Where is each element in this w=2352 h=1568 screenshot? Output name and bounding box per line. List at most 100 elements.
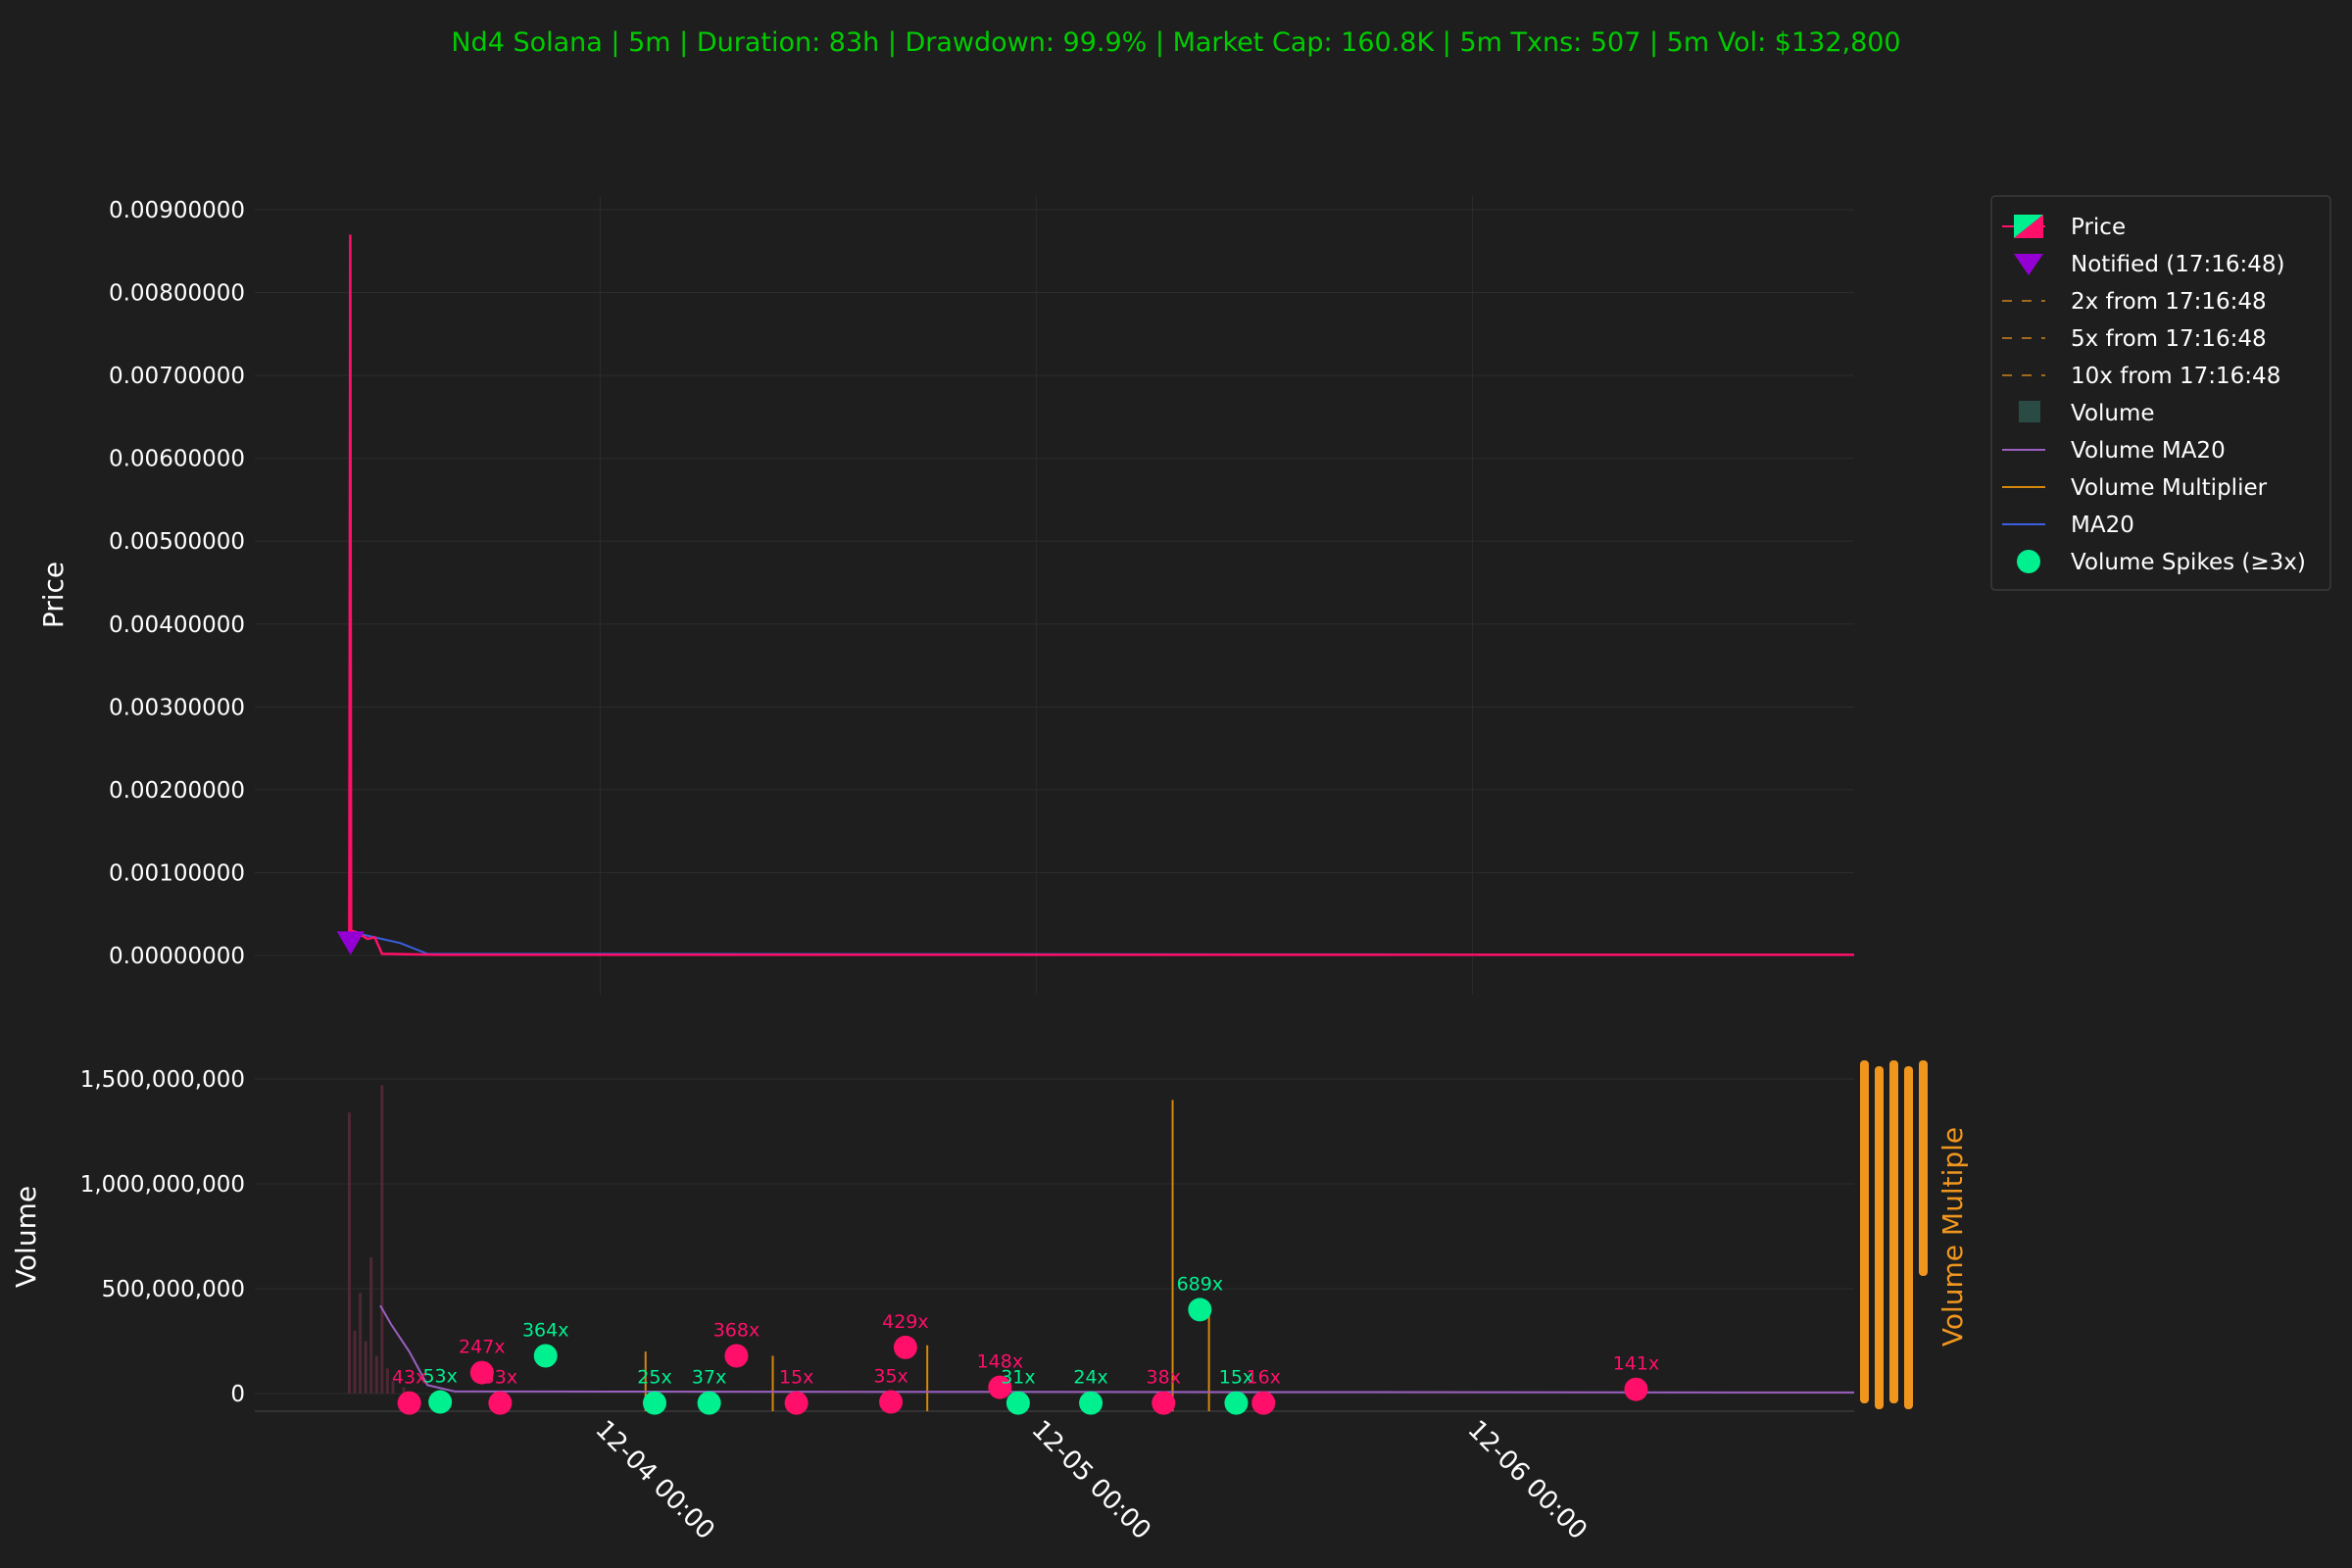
volume-bar (380, 1085, 384, 1394)
price-tick-label: 0.00800000 (109, 281, 245, 307)
volume-bar (369, 1256, 373, 1394)
volume-spike-dot (724, 1344, 749, 1368)
price-tick-label: 0.00400000 (109, 612, 245, 638)
legend: Price Notified (17:16:48) 2x from 17:16:48… (1990, 195, 2331, 591)
volume-spike-label: 15x (1219, 1367, 1253, 1389)
volume-grid (255, 1078, 1854, 1412)
legend-entry-label: 10x from 17:16:48 (2071, 364, 2280, 389)
volume-bar (391, 1381, 395, 1394)
volume-spike-dot (1152, 1391, 1176, 1415)
legend-square-swatch (2019, 401, 2040, 422)
volume-spike-label: 37x (692, 1367, 726, 1389)
legend-triangle-swatch (2014, 254, 2043, 275)
volume-ma20-line (379, 1304, 1855, 1394)
volume-multiplier-lines (644, 1100, 1210, 1411)
volume-spike-dot (1624, 1377, 1648, 1401)
volume-spike-label: 15x (779, 1367, 813, 1389)
price-tick-label: 0.00000000 (109, 944, 245, 969)
volume-spike-label: 429x (882, 1311, 929, 1333)
price-tick-label: 0.00500000 (109, 529, 245, 555)
volume-spike-dot (533, 1344, 558, 1368)
volume-multiple-axis-label: Volume Multiple (1936, 1127, 1969, 1347)
legend-dot-swatch (2017, 550, 2040, 573)
volume-spike-label: 33x (483, 1367, 517, 1389)
legend-entry-label: Volume (2071, 401, 2155, 426)
multiple-axis-tick-stack (1875, 1066, 1884, 1409)
notified-marker (336, 931, 365, 956)
volume-spike-dot (1224, 1391, 1249, 1415)
legend-entry-label: Volume Spikes (≥3x) (2071, 550, 2306, 575)
price-tick-label: 0.00700000 (109, 364, 245, 389)
volume-bar (347, 1112, 351, 1394)
legend-entry-label: MA20 (2071, 513, 2134, 538)
volume-bar (353, 1330, 357, 1394)
volume-spike-dot (1079, 1391, 1103, 1415)
volume-spike-dot (397, 1391, 421, 1415)
volume-tick-label: 0 (230, 1382, 245, 1407)
volume-spike-dot (697, 1391, 721, 1415)
volume-spike-dot (988, 1375, 1012, 1399)
volume-bar (359, 1293, 363, 1394)
price-axis-label: Price (37, 562, 70, 628)
volume-bar (402, 1387, 406, 1394)
price-tick-label: 0.00900000 (109, 198, 245, 223)
volume-spike-dot (879, 1390, 904, 1414)
price-grid (255, 196, 1854, 995)
volume-spike-label: 368x (713, 1319, 760, 1341)
price-line (348, 234, 1854, 956)
volume-tick-label: 500,000,000 (102, 1277, 245, 1302)
volume-axis-label: Volume (10, 1186, 42, 1288)
legend-entry-label: Volume Multiplier (2071, 475, 2268, 501)
legend-price-down-swatch (2014, 215, 2043, 238)
volume-spike-dot (893, 1335, 917, 1359)
volume-axis-ticks: 0 500,000,000 1,000,000,000 1,500,000,000 (80, 1067, 245, 1407)
volume-spike-label: 247x (459, 1337, 506, 1358)
volume-spike-label: 31x (1001, 1367, 1035, 1389)
volume-spike-label: 53x (422, 1366, 457, 1388)
volume-spike-label: 689x (1177, 1273, 1224, 1295)
multiple-axis-tick-stack (1919, 1060, 1928, 1276)
volume-spike-label: 16x (1247, 1367, 1281, 1389)
volume-spike-label: 148x (977, 1351, 1024, 1373)
chart-title: Nd4 Solana | 5m | Duration: 83h | Drawdo… (451, 27, 1900, 58)
volume-bar (374, 1355, 378, 1394)
legend-entry-label: 2x from 17:16:48 (2071, 289, 2267, 315)
volume-spike-dot (469, 1360, 494, 1385)
price-tick-label: 0.00300000 (109, 695, 245, 720)
volume-tick-label: 1,000,000,000 (80, 1172, 245, 1198)
volume-bar (385, 1368, 389, 1394)
volume-spike-dot (1005, 1391, 1030, 1415)
multiple-axis-tick-stack (1889, 1060, 1898, 1403)
volume-spike-label: 43x (392, 1367, 426, 1389)
legend-entry-label: Notified (17:16:48) (2071, 252, 2284, 277)
volume-spike-dot (428, 1390, 453, 1414)
volume-spike-dot (643, 1391, 666, 1415)
volume-multiple-axis-ticks (1860, 1060, 1928, 1409)
volume-spike-label: 141x (1613, 1353, 1660, 1375)
price-tick-label: 0.00600000 (109, 447, 245, 472)
volume-spike-label: 25x (637, 1367, 671, 1389)
legend-entry-label: Price (2071, 215, 2126, 240)
legend-box (1990, 195, 2331, 591)
volume-spike-label: 35x (873, 1366, 907, 1388)
multiple-axis-tick-stack (1904, 1066, 1913, 1409)
multiple-axis-tick-stack (1860, 1060, 1869, 1403)
legend-entry-label: Volume MA20 (2071, 438, 2226, 464)
volume-tick-label: 1,500,000,000 (80, 1067, 245, 1093)
volume-spike-dot (784, 1391, 808, 1415)
volume-spike-label: 364x (522, 1319, 569, 1341)
volume-bar (364, 1341, 368, 1394)
price-axis-ticks: 0.00000000 0.00100000 0.00200000 0.00300000… (109, 198, 245, 969)
volume-spike-dot (1188, 1298, 1212, 1322)
volume-spike-dot (1251, 1391, 1276, 1415)
price-tick-label: 0.00200000 (109, 778, 245, 804)
volume-bars (347, 1085, 406, 1394)
volume-spike-label: 38x (1147, 1367, 1181, 1389)
volume-spike-dot (488, 1391, 513, 1415)
price-tick-label: 0.00100000 (109, 860, 245, 886)
volume-spike-label: 24x (1073, 1367, 1107, 1389)
legend-entry-label: 5x from 17:16:48 (2071, 326, 2267, 352)
